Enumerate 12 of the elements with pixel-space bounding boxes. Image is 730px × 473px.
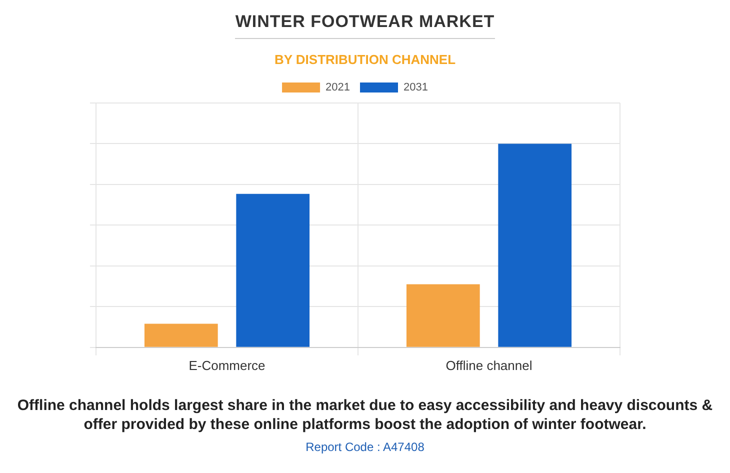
bar xyxy=(406,284,480,347)
bar xyxy=(236,194,310,347)
legend-label: 2021 xyxy=(326,82,350,94)
chart-title: WINTER FOOTWEAR MARKET xyxy=(234,12,496,32)
x-tick-label: E-Commerce xyxy=(188,358,266,373)
text: Offline channel holds largest share in the market due to easy accessibility and heavy discounts & offer provided by these online platforms boost the adoption of winter footwear. xyxy=(16,396,714,434)
legend-label: 2031 xyxy=(404,82,428,94)
chart-subtitle: BY DISTRIBUTION CHANNEL xyxy=(273,52,457,67)
bar xyxy=(498,144,572,347)
text: Report Code : A47408 xyxy=(304,440,426,454)
bar xyxy=(144,324,218,347)
x-tick-label: Offline channel xyxy=(446,358,532,373)
